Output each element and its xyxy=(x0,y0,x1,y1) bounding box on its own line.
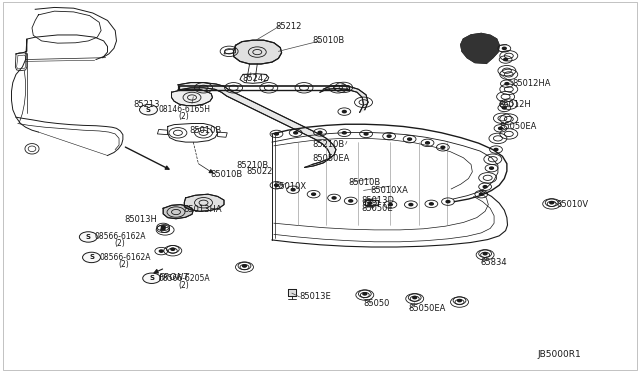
Circle shape xyxy=(483,186,487,188)
Circle shape xyxy=(83,252,100,263)
Polygon shape xyxy=(163,205,193,219)
Text: 85013E: 85013E xyxy=(300,292,332,301)
Text: 85210B: 85210B xyxy=(237,161,269,170)
Circle shape xyxy=(332,197,336,199)
Polygon shape xyxy=(172,89,212,106)
Circle shape xyxy=(504,58,508,61)
Text: 85013H: 85013H xyxy=(125,215,157,224)
Text: 85050EA: 85050EA xyxy=(408,304,445,313)
Circle shape xyxy=(363,293,367,295)
Text: 85050: 85050 xyxy=(364,299,390,308)
Text: S: S xyxy=(146,107,151,113)
Circle shape xyxy=(494,148,498,151)
Text: (2): (2) xyxy=(178,281,189,290)
Text: (2): (2) xyxy=(178,112,189,121)
Polygon shape xyxy=(370,205,375,208)
Circle shape xyxy=(502,107,506,109)
Circle shape xyxy=(312,193,316,195)
Text: 85013HA: 85013HA xyxy=(183,205,221,214)
Circle shape xyxy=(243,265,246,267)
Circle shape xyxy=(502,47,506,49)
Circle shape xyxy=(291,189,295,191)
Polygon shape xyxy=(320,86,368,112)
Circle shape xyxy=(140,105,157,115)
Text: 85212: 85212 xyxy=(275,22,301,31)
Text: FRONT: FRONT xyxy=(159,273,189,282)
Text: 85010XA: 85010XA xyxy=(370,186,408,195)
Circle shape xyxy=(159,250,163,252)
Text: S: S xyxy=(89,254,94,260)
Text: 85213: 85213 xyxy=(133,100,159,109)
Polygon shape xyxy=(178,83,336,167)
Text: (2): (2) xyxy=(118,260,129,269)
Circle shape xyxy=(368,202,372,204)
Text: 85010B: 85010B xyxy=(210,170,242,179)
Text: 85010B: 85010B xyxy=(189,126,221,135)
Text: (2): (2) xyxy=(114,239,125,248)
Text: 85012HA: 85012HA xyxy=(512,79,550,88)
Circle shape xyxy=(143,273,161,283)
Text: 85012H: 85012H xyxy=(498,100,531,109)
Circle shape xyxy=(342,110,346,113)
Circle shape xyxy=(318,131,322,134)
Text: 85022: 85022 xyxy=(246,167,273,176)
Polygon shape xyxy=(184,194,224,211)
Text: 85010V: 85010V xyxy=(557,200,589,209)
Circle shape xyxy=(161,228,165,230)
Circle shape xyxy=(161,226,165,228)
Text: 85242: 85242 xyxy=(242,74,268,83)
Text: S: S xyxy=(149,275,154,281)
Circle shape xyxy=(387,135,391,137)
Circle shape xyxy=(349,200,353,202)
Polygon shape xyxy=(288,289,296,296)
Text: 08566-6162A: 08566-6162A xyxy=(95,232,146,241)
Polygon shape xyxy=(365,200,378,205)
Circle shape xyxy=(505,83,509,85)
Circle shape xyxy=(458,299,461,302)
Text: 85013D: 85013D xyxy=(362,196,395,205)
Circle shape xyxy=(429,203,433,205)
Circle shape xyxy=(446,201,450,203)
Polygon shape xyxy=(461,33,499,63)
Circle shape xyxy=(275,133,278,135)
Circle shape xyxy=(409,203,413,206)
Circle shape xyxy=(483,253,487,255)
Text: 85050EA: 85050EA xyxy=(312,154,349,163)
Polygon shape xyxy=(234,40,282,64)
Circle shape xyxy=(171,248,175,250)
Circle shape xyxy=(490,167,493,169)
Text: 85010B: 85010B xyxy=(349,178,381,187)
Circle shape xyxy=(408,138,412,140)
Text: 85210B: 85210B xyxy=(312,140,344,149)
Circle shape xyxy=(426,142,429,144)
Text: 85010X: 85010X xyxy=(274,182,306,191)
Circle shape xyxy=(364,133,368,135)
Circle shape xyxy=(479,193,483,195)
Text: 08566-6205A: 08566-6205A xyxy=(159,274,211,283)
Text: 85050EA: 85050EA xyxy=(499,122,536,131)
Circle shape xyxy=(550,202,554,204)
Circle shape xyxy=(342,132,346,134)
Circle shape xyxy=(499,127,502,129)
Circle shape xyxy=(441,146,445,148)
Circle shape xyxy=(294,132,298,134)
Text: S: S xyxy=(86,234,91,240)
Text: JB5000R1: JB5000R1 xyxy=(538,350,581,359)
Circle shape xyxy=(413,296,417,299)
Circle shape xyxy=(79,232,97,242)
Text: 08146-6165H: 08146-6165H xyxy=(159,105,211,114)
Circle shape xyxy=(275,184,278,186)
Circle shape xyxy=(388,203,392,206)
Text: 85834: 85834 xyxy=(480,258,507,267)
Text: 08566-6162A: 08566-6162A xyxy=(99,253,150,262)
Text: 85010B: 85010B xyxy=(312,36,344,45)
Text: 85050E: 85050E xyxy=(362,204,393,213)
